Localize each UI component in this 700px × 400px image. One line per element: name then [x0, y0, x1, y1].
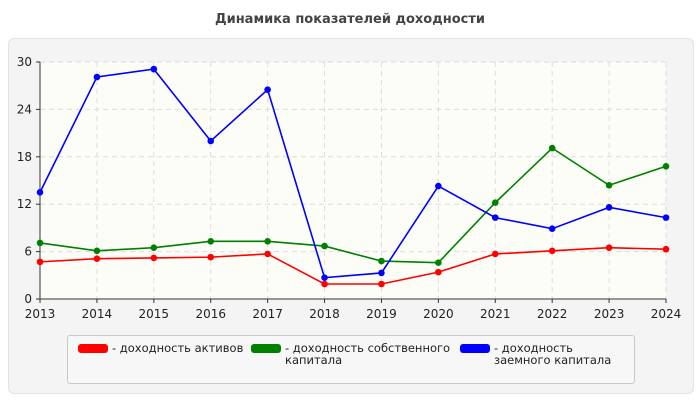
- data-point: [491, 250, 499, 258]
- data-point: [378, 269, 385, 277]
- legend-swatch: [251, 344, 281, 353]
- data-point: [435, 268, 442, 276]
- data-point: [605, 204, 613, 211]
- data-point: [36, 258, 44, 266]
- data-point: [93, 247, 101, 255]
- data-point: [321, 280, 328, 288]
- series-line-1: [39, 147, 667, 264]
- legend-swatch: [78, 344, 108, 353]
- chart-title: Динамика показателей доходности: [215, 12, 485, 27]
- data-point: [264, 86, 271, 93]
- series-line-2: [39, 68, 667, 279]
- data-point: [207, 253, 215, 261]
- data-point: [150, 254, 158, 262]
- data-point: [150, 244, 158, 251]
- data-point: [264, 250, 271, 258]
- data-point: [548, 225, 556, 232]
- legend-swatch: [460, 344, 490, 353]
- data-point: [605, 244, 613, 251]
- data-point: [150, 65, 158, 73]
- data-point: [321, 274, 328, 281]
- data-point: [36, 189, 44, 196]
- x-tick-label: 2019: [366, 307, 397, 321]
- legend-label: - доходность активов: [112, 341, 244, 355]
- x-tick-label: 2013: [25, 307, 56, 321]
- x-tick-label: 2023: [594, 307, 625, 321]
- data-point: [662, 214, 670, 221]
- data-point: [491, 214, 499, 221]
- data-point: [435, 259, 442, 266]
- data-point: [662, 245, 670, 253]
- data-point: [36, 239, 44, 247]
- x-tick-label: 2020: [423, 307, 454, 321]
- legend: - доходность активов - доходность собств…: [67, 335, 635, 384]
- data-point: [548, 247, 556, 255]
- x-tick-label: 2016: [195, 307, 226, 321]
- legend-item-assets: - доходность активов: [78, 342, 243, 354]
- x-tick-label: 2015: [139, 307, 170, 321]
- x-tick-label: 2024: [651, 307, 682, 321]
- x-tick-label: 2021: [480, 307, 511, 321]
- data-point: [548, 144, 556, 152]
- y-tick-label: 30: [17, 55, 32, 69]
- data-point: [321, 242, 328, 250]
- x-tick-label: 2014: [82, 307, 113, 321]
- data-point: [378, 280, 385, 288]
- data-point: [491, 199, 499, 206]
- y-tick-label: 12: [17, 197, 32, 211]
- legend-label: - доходность собственного капитала: [285, 341, 451, 367]
- y-tick-label: 24: [17, 102, 32, 116]
- data-point: [93, 255, 101, 263]
- legend-item-debt: - доходность заемного капитала: [460, 342, 630, 366]
- data-point: [662, 162, 670, 170]
- plot-area: [40, 62, 666, 299]
- data-point: [264, 238, 271, 245]
- series-line-0: [39, 246, 667, 285]
- x-tick-label: 2018: [309, 307, 340, 321]
- y-tick-label: 0: [24, 292, 32, 306]
- data-point: [93, 73, 101, 81]
- data-point: [207, 238, 215, 245]
- data-point: [207, 137, 215, 145]
- data-point: [605, 181, 613, 189]
- x-tick-label: 2017: [252, 307, 283, 321]
- y-tick-label: 18: [17, 150, 32, 164]
- data-point: [378, 257, 385, 265]
- legend-label: - доходность заемного капитала: [494, 341, 612, 367]
- legend-item-equity: - доходность собственного капитала: [251, 342, 451, 366]
- data-point: [435, 182, 442, 190]
- x-tick-label: 2022: [537, 307, 568, 321]
- y-tick-label: 6: [24, 245, 32, 259]
